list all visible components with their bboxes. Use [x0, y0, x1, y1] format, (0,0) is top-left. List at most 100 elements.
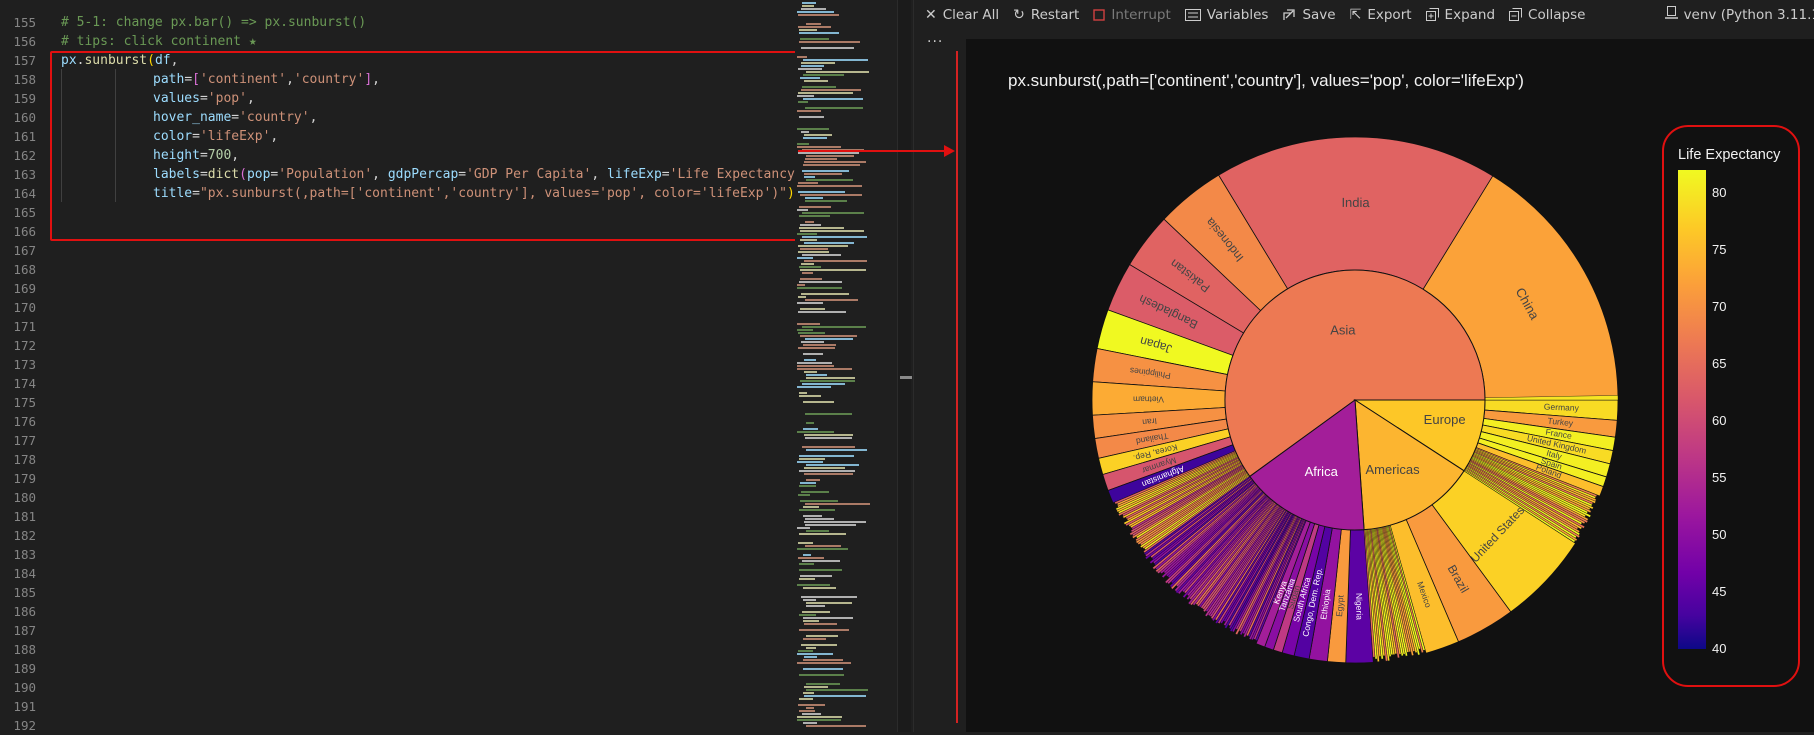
minimap-line [806, 683, 840, 685]
kernel-label: venv (Python 3.11.1 [1683, 6, 1814, 23]
variables-icon [1184, 8, 1201, 21]
colorbar-tick-label: 50 [1712, 526, 1727, 542]
minimap-line [806, 422, 814, 424]
minimap-line [804, 359, 816, 361]
line-number: 191 [13, 699, 36, 714]
minimap-line [802, 713, 821, 715]
minimap-line [805, 200, 847, 202]
minimap-line [801, 491, 829, 493]
sunburst-continent-americas[interactable] [1354, 399, 1465, 531]
colorbar-tick-label: 80 [1712, 184, 1727, 200]
minimap-line [799, 206, 831, 208]
sunburst-country-label: Italy [1545, 448, 1563, 462]
minimap-line [803, 137, 827, 139]
minimap-line [798, 101, 808, 103]
minimap-line [803, 554, 811, 556]
sunburst-continent-africa[interactable] [1249, 399, 1365, 531]
minimap[interactable] [795, 0, 901, 732]
expand-button[interactable]: Expand [1425, 6, 1496, 23]
minimap-line [803, 692, 814, 694]
minimap-line [802, 611, 830, 613]
minimap-line [806, 71, 869, 73]
sunburst-country-label: Vietnam [1133, 394, 1164, 404]
minimap-line [797, 302, 823, 304]
minimap-line [797, 527, 810, 529]
kernel-picker[interactable]: venv (Python 3.11.1 [1664, 0, 1814, 29]
code-area[interactable]: # 5-1: change px.bar() => px.sunburst() … [61, 0, 803, 732]
line-number: 188 [13, 642, 36, 657]
minimap-line [803, 668, 843, 670]
minimap-line [799, 509, 835, 511]
sunburst-chart[interactable]: ChinaIndiaIndonesiaPakistanBangladeshJap… [1090, 135, 1620, 665]
expand-label: Expand [1444, 6, 1496, 23]
minimap-line [797, 95, 814, 97]
editor-scrollbar[interactable] [897, 0, 911, 732]
minimap-line [803, 74, 844, 76]
minimap-line [799, 395, 821, 397]
sunburst-continent-label: Europe [1424, 412, 1466, 427]
line-number: 173 [13, 357, 36, 372]
minimap-line [801, 341, 824, 343]
variables-button[interactable]: Variables [1184, 7, 1268, 23]
minimap-line [797, 548, 848, 550]
scrollbar-position-marker [900, 376, 912, 379]
collapse-button[interactable]: Collapse [1509, 7, 1585, 23]
minimap-line [800, 38, 829, 40]
minimap-line [799, 32, 839, 34]
minimap-line [800, 194, 862, 196]
restart-button[interactable]: ↻ Restart [1013, 7, 1079, 23]
sunburst-continent-label: Americas [1365, 462, 1420, 477]
minimap-line [798, 152, 859, 154]
line-number: 160 [13, 110, 36, 125]
stop-icon [1093, 8, 1106, 21]
minimap-line [797, 584, 830, 586]
code-line-159: values='pop', [153, 91, 255, 106]
code-editor[interactable]: 155 156 157 158 159 160 161 162 163 164 165 166 167 1… [0, 0, 803, 733]
interactive-toolbar: ✕ Clear All ↻ Restart Interrupt Variable… [913, 0, 1814, 29]
line-number: 170 [13, 300, 36, 315]
restart-icon: ↻ [1013, 6, 1025, 23]
line-number: 158 [13, 72, 36, 87]
expand-icon [1425, 8, 1439, 21]
line-number: 168 [13, 262, 36, 277]
export-button[interactable]: ⇱ Export [1350, 7, 1412, 23]
minimap-line [797, 56, 807, 58]
minimap-line [803, 722, 817, 724]
colorbar [1678, 170, 1706, 649]
minimap-line [802, 212, 864, 214]
sunburst-continent-asia[interactable] [1224, 269, 1486, 478]
line-number: 156 [13, 34, 36, 49]
minimap-line [797, 128, 829, 130]
minimap-line [805, 437, 852, 439]
minimap-line [798, 251, 829, 253]
minimap-line [805, 503, 870, 505]
colorbar-tick-label: 70 [1712, 298, 1727, 314]
minimap-line [804, 623, 837, 625]
minimap-line [803, 659, 843, 661]
interrupt-label: Interrupt [1111, 6, 1171, 23]
minimap-line [804, 134, 832, 136]
line-number: 181 [13, 509, 36, 524]
minimap-line [803, 617, 853, 619]
minimap-line [797, 719, 841, 721]
minimap-line [802, 326, 866, 328]
clear-all-button[interactable]: ✕ Clear All [925, 7, 999, 23]
save-button[interactable]: Save [1282, 7, 1336, 23]
interrupt-button[interactable]: Interrupt [1093, 6, 1171, 23]
minimap-line [806, 374, 827, 376]
minimap-line [797, 287, 842, 289]
code-line-160: hover_name='country', [153, 110, 318, 125]
cell-more-actions-icon[interactable]: ··· [927, 34, 944, 50]
minimap-line [802, 254, 841, 256]
minimap-line [798, 704, 825, 706]
code-line-155: # 5-1: change px.bar() => px.sunburst() [61, 15, 367, 30]
minimap-line [803, 587, 836, 589]
colorbar-tick-label: 60 [1712, 412, 1727, 428]
line-number: 172 [13, 338, 36, 353]
minimap-line [798, 14, 839, 16]
kernel-icon [1664, 5, 1678, 24]
minimap-line [798, 542, 813, 544]
minimap-line [802, 383, 845, 385]
minimap-line [797, 329, 813, 331]
line-number: 174 [13, 376, 36, 391]
